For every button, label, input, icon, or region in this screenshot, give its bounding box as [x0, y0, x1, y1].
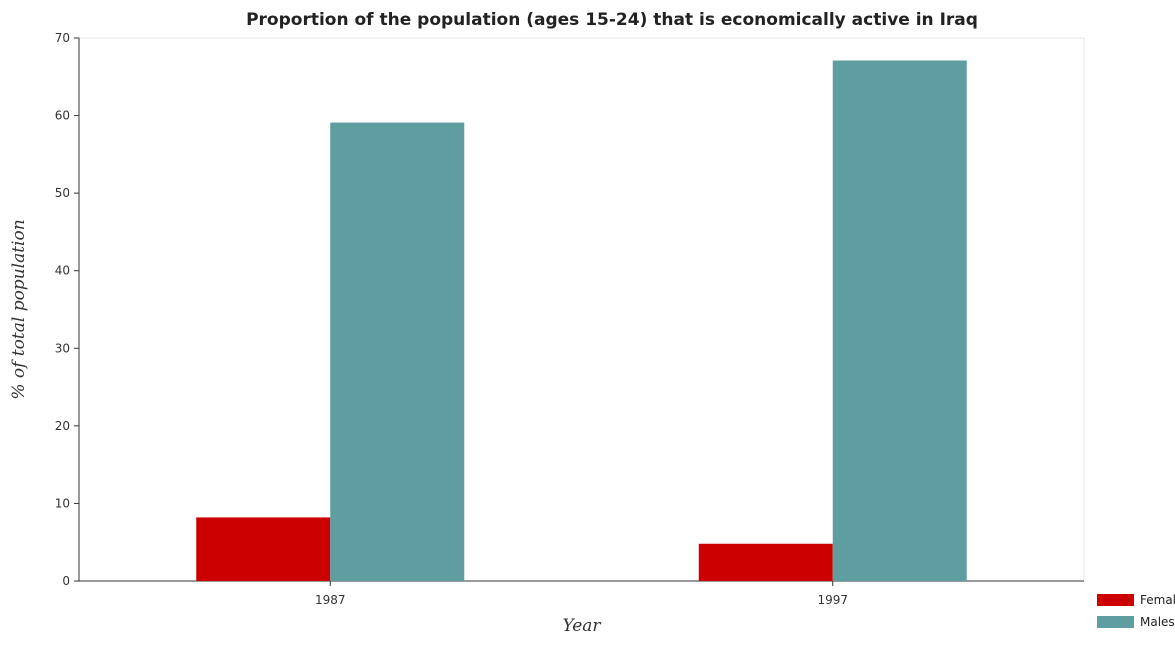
y-axis-label: % of total population	[9, 219, 29, 399]
chart-title: Proportion of the population (ages 15-24…	[246, 10, 978, 30]
legend-label-males: Males	[1140, 615, 1175, 629]
y-tick-label: 60	[55, 109, 70, 123]
bar-males-1987	[330, 122, 465, 581]
legend-label-females: Females	[1140, 593, 1175, 607]
y-tick-label: 70	[55, 31, 70, 45]
y-tick-label: 30	[55, 341, 70, 355]
x-axis-label: Year	[562, 616, 601, 636]
y-tick-label: 20	[55, 419, 70, 433]
x-axis: 1987 1997	[79, 580, 1084, 607]
bar-females-1997	[698, 543, 833, 581]
y-tick-label: 10	[55, 496, 70, 510]
bars	[196, 60, 967, 581]
legend: Females Males	[1097, 593, 1175, 629]
y-axis: 0 10 20 30 40 50 60 70	[55, 31, 80, 588]
x-tick-label: 1997	[817, 593, 848, 607]
legend-swatch-males	[1097, 616, 1134, 628]
y-tick-label: 50	[55, 186, 70, 200]
y-tick-label: 0	[62, 574, 70, 588]
bar-males-1997	[832, 60, 967, 581]
bar-females-1987	[196, 517, 331, 581]
y-tick-label: 40	[55, 264, 70, 278]
legend-swatch-females	[1097, 594, 1134, 606]
x-tick-label: 1987	[315, 593, 346, 607]
